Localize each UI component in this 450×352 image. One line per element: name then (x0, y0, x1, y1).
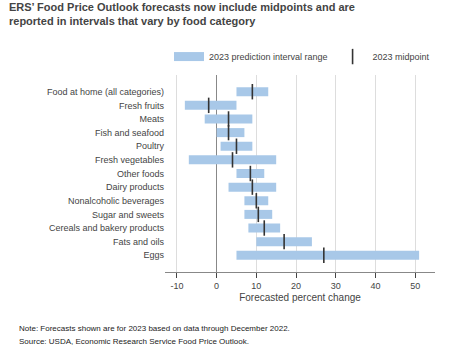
svg-text:2023 midpoint: 2023 midpoint (373, 52, 430, 62)
svg-text:Source: USDA, Economic Researc: Source: USDA, Economic Research Service … (19, 337, 249, 346)
svg-text:2023 prediction interval range: 2023 prediction interval range (209, 52, 328, 62)
svg-text:Dairy products: Dairy products (106, 182, 165, 192)
svg-text:20: 20 (291, 281, 301, 291)
svg-text:30: 30 (331, 281, 341, 291)
svg-text:Meats: Meats (139, 114, 164, 124)
svg-text:Nonalcoholic beverages: Nonalcoholic beverages (68, 196, 165, 206)
svg-text:0: 0 (214, 281, 219, 291)
svg-text:Sugar and sweets: Sugar and sweets (92, 210, 165, 220)
svg-text:ERS’ Food Price Outlook foreca: ERS’ Food Price Outlook forecasts now in… (9, 1, 355, 27)
svg-text:Note: Forecasts shown are for: Note: Forecasts shown are for 2023 based… (19, 324, 290, 333)
svg-text:50: 50 (410, 281, 420, 291)
svg-text:10: 10 (251, 281, 261, 291)
svg-text:Food at home (all categories): Food at home (all categories) (47, 87, 164, 97)
svg-text:-10: -10 (170, 281, 183, 291)
svg-text:Other foods: Other foods (117, 169, 165, 179)
svg-text:Fresh vegetables: Fresh vegetables (95, 155, 165, 165)
svg-text:Eggs: Eggs (143, 250, 164, 260)
svg-text:Forecasted percent change: Forecasted percent change (239, 292, 361, 303)
svg-text:Fish and seafood: Fish and seafood (95, 128, 164, 138)
svg-text:Cereals and bakery products: Cereals and bakery products (49, 223, 165, 233)
svg-text:Fresh fruits: Fresh fruits (119, 101, 165, 111)
svg-text:40: 40 (370, 281, 380, 291)
svg-text:Fats and oils: Fats and oils (113, 237, 165, 247)
svg-text:Poultry: Poultry (136, 141, 165, 151)
